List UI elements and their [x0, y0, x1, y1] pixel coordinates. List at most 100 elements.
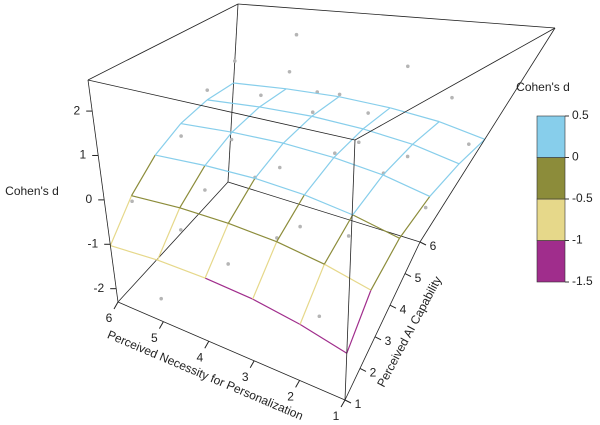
data-point — [467, 142, 471, 146]
y-tick-label: 2 — [370, 366, 377, 380]
x-tick — [340, 399, 346, 408]
surface-mesh — [382, 143, 414, 176]
z-tick-label: 1 — [80, 148, 87, 162]
surface-mesh — [412, 143, 460, 165]
surface-mesh — [180, 99, 208, 125]
surface-mesh — [458, 138, 486, 165]
surface-mesh — [311, 96, 340, 117]
surface-mesh — [227, 178, 256, 224]
surface-mesh — [311, 115, 364, 130]
box-edge — [117, 301, 346, 401]
surface-mesh — [204, 223, 229, 279]
x-tick-label: 1 — [333, 409, 340, 423]
surface-mesh — [286, 88, 339, 98]
colorbar-bin — [536, 157, 566, 200]
box-edge — [227, 181, 421, 243]
surface-mesh — [303, 157, 335, 196]
data-point — [405, 154, 410, 159]
box-edge — [87, 79, 356, 141]
colorbar-tick-label: -1 — [572, 233, 583, 247]
surface-mesh — [252, 241, 278, 300]
surface-mesh — [254, 177, 305, 196]
surface-mesh — [204, 277, 253, 300]
box-edge — [237, 3, 556, 29]
y-tick-label: 5 — [415, 271, 422, 285]
surface-mesh — [233, 82, 287, 90]
z-tick-label: -1 — [88, 236, 99, 250]
x-tick-label: 4 — [196, 350, 203, 364]
surface-mesh — [179, 207, 229, 224]
x-tick — [113, 301, 119, 310]
data-point — [337, 92, 342, 97]
x-tick-label: 5 — [151, 331, 158, 345]
surface-mesh — [362, 107, 391, 130]
y-tick — [389, 304, 397, 309]
surface-mesh — [109, 195, 133, 246]
z-tick-label: 0 — [86, 192, 93, 206]
x-tick — [158, 321, 164, 329]
surface-mesh — [154, 123, 182, 156]
data-point — [298, 224, 302, 229]
surface-mesh — [346, 289, 372, 354]
data-point — [259, 93, 263, 98]
data-point — [277, 165, 282, 170]
z-tick-label: -2 — [94, 281, 105, 295]
y-tick — [419, 241, 427, 246]
y-tick-label: 1 — [355, 397, 362, 411]
data-point — [233, 59, 237, 63]
surface-mesh — [370, 237, 401, 291]
surface-mesh — [131, 195, 180, 209]
x-tick — [249, 360, 255, 369]
surface-mesh — [204, 131, 233, 166]
surface-mesh — [283, 142, 335, 159]
box-edge — [87, 3, 239, 81]
surface-mesh — [352, 174, 384, 216]
surface-mesh — [439, 121, 486, 140]
surface-mesh — [156, 207, 181, 261]
surface-mesh — [333, 157, 384, 176]
y-tick-label: 4 — [400, 302, 407, 316]
data-point — [159, 296, 163, 301]
colorbar-tick-label: 0 — [572, 150, 579, 164]
x-tick — [295, 380, 301, 388]
x-tick-label: 3 — [242, 370, 249, 384]
data-point — [423, 205, 428, 210]
z-tick-label: 2 — [74, 103, 81, 117]
data-point — [226, 262, 230, 266]
surface-mesh — [282, 115, 313, 144]
data-point — [450, 95, 454, 100]
surface-mesh — [333, 128, 364, 159]
surface-mesh — [252, 298, 301, 325]
surface-mesh — [323, 214, 354, 265]
y-tick — [374, 336, 382, 341]
data-point — [406, 64, 410, 69]
x-tick-label: 2 — [287, 390, 294, 404]
y-axis-label: Perceived AI Capability — [374, 274, 444, 390]
surface-mesh — [206, 82, 234, 101]
box-edge — [344, 241, 421, 401]
box-edge — [227, 3, 239, 183]
colorbar-bin — [536, 115, 566, 158]
surface-mesh — [155, 154, 206, 167]
surface-mesh — [299, 323, 348, 354]
surface-mesh — [204, 164, 256, 179]
box-edge — [117, 181, 229, 303]
surface-mesh — [276, 194, 305, 243]
data-point — [130, 199, 134, 204]
surface-mesh — [352, 214, 400, 239]
surface-mesh — [429, 163, 460, 197]
surface-mesh — [304, 194, 353, 216]
surface-mesh — [207, 99, 260, 108]
surface-mesh — [157, 259, 206, 279]
surface-mesh — [299, 263, 325, 325]
data-point — [205, 88, 210, 92]
box-edge — [344, 139, 356, 401]
data-point — [346, 234, 351, 238]
y-tick — [344, 399, 352, 404]
y-tick-label: 3 — [385, 334, 392, 348]
surface-mesh — [179, 165, 206, 209]
surface-mesh — [231, 106, 260, 133]
colorbar-bin — [536, 240, 566, 283]
box-edge — [354, 27, 556, 141]
